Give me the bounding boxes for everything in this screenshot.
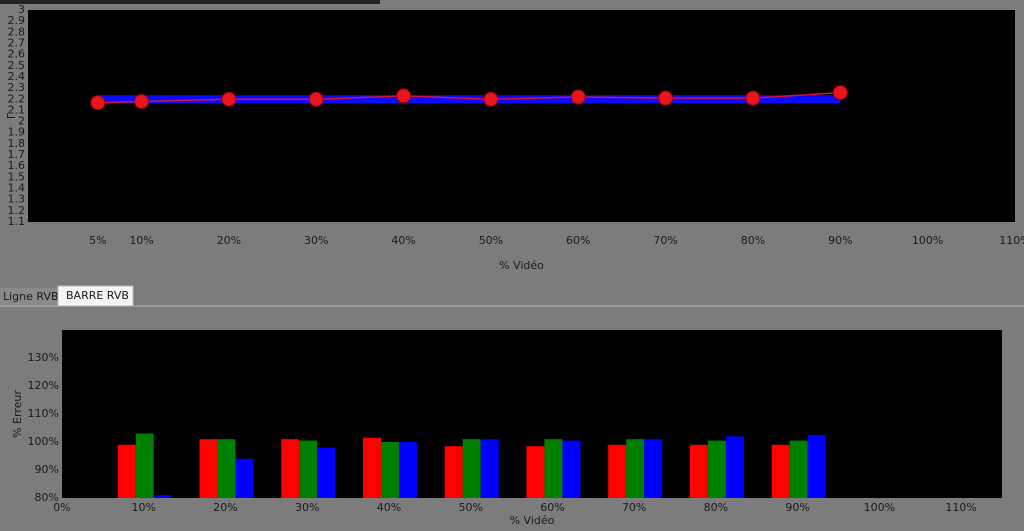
bar <box>235 458 254 498</box>
point <box>832 85 848 101</box>
x-tick-label: 80% <box>704 501 728 514</box>
y-axis-label: % Erreur <box>11 390 24 438</box>
x-tick-label: 70% <box>622 501 646 514</box>
plot-area <box>28 10 1015 222</box>
x-tick-label: 90% <box>785 501 809 514</box>
x-tick-label: 110% <box>945 501 976 514</box>
y-tick-label: 100% <box>28 435 59 448</box>
x-tick-label: 90% <box>828 234 852 247</box>
x-tick-label: 50% <box>458 501 482 514</box>
tab-label[interactable]: BARRE RVB <box>66 289 129 302</box>
point <box>570 89 586 105</box>
y-axis-label: Γ <box>5 112 18 119</box>
y-tick-label: 1.2 <box>8 204 26 217</box>
y-tick-label: 1.4 <box>8 182 26 195</box>
bar <box>544 439 563 498</box>
bar <box>117 444 136 498</box>
bar <box>789 440 808 498</box>
y-tick-label: 2.8 <box>8 25 26 38</box>
x-tick-label: 40% <box>391 234 415 247</box>
bar <box>317 447 336 498</box>
bar <box>807 435 826 498</box>
bar <box>281 439 300 498</box>
y-tick-label: 2.7 <box>8 36 26 49</box>
y-tick-label: 1.7 <box>8 148 26 161</box>
bar <box>299 440 318 498</box>
point <box>483 91 499 107</box>
y-tick-label: 1.8 <box>8 137 26 150</box>
bar <box>462 439 481 498</box>
bar <box>707 440 726 498</box>
y-tick-label: 130% <box>28 351 59 364</box>
y-tick-label: 90% <box>35 463 59 476</box>
bar <box>199 439 218 498</box>
bar <box>771 444 790 498</box>
bar <box>725 436 744 498</box>
y-tick-label: 80% <box>35 491 59 504</box>
y-tick-label: 2.9 <box>8 14 26 27</box>
y-tick-label: 2.6 <box>8 48 26 61</box>
series-line <box>97 91 841 104</box>
y-tick-label: 110% <box>28 407 59 420</box>
x-tick-label: 30% <box>304 234 328 247</box>
bar <box>689 444 708 498</box>
bar <box>135 433 154 498</box>
x-tick-label: 100% <box>864 501 895 514</box>
x-tick-label: 70% <box>653 234 677 247</box>
tab-label[interactable]: Ligne RVB <box>3 290 59 303</box>
y-tick-label: 2.3 <box>8 81 26 94</box>
top-strip <box>0 0 380 4</box>
point <box>134 93 150 109</box>
bar <box>153 495 172 498</box>
point <box>396 88 412 104</box>
x-tick-label: 100% <box>912 234 943 247</box>
bar <box>562 440 581 498</box>
x-tick-label: 80% <box>741 234 765 247</box>
x-tick-label: 20% <box>213 501 237 514</box>
point <box>745 90 761 106</box>
y-tick-label: 120% <box>28 379 59 392</box>
point <box>308 91 324 107</box>
bar <box>444 446 463 498</box>
bar <box>626 439 645 498</box>
x-tick-label: 60% <box>540 501 564 514</box>
x-tick-label: 10% <box>132 501 156 514</box>
bar <box>380 442 399 498</box>
y-tick-label: 2.2 <box>8 92 26 105</box>
x-tick-label: 50% <box>479 234 503 247</box>
x-tick-label: 0% <box>53 501 70 514</box>
x-axis-label: % Vidéo <box>510 514 555 527</box>
bar <box>362 437 381 498</box>
bar <box>644 439 663 498</box>
y-tick-label: 2 <box>18 115 25 128</box>
bar <box>398 442 417 498</box>
point <box>90 95 106 111</box>
x-tick-label: 110% <box>999 234 1024 247</box>
x-tick-label: 20% <box>217 234 241 247</box>
x-tick-label: 10% <box>129 234 153 247</box>
x-tick-label: 60% <box>566 234 590 247</box>
bar <box>217 439 236 498</box>
bar <box>526 446 545 498</box>
y-tick-label: 1.3 <box>8 193 26 206</box>
x-axis-label: % Vidéo <box>499 259 544 272</box>
bar <box>480 439 499 498</box>
y-tick-label: 2.1 <box>8 103 26 116</box>
bar <box>608 444 627 498</box>
y-tick-label: 1.9 <box>8 126 26 139</box>
x-tick-label: 5% <box>89 234 106 247</box>
point <box>221 91 237 107</box>
y-tick-label: 1.6 <box>8 159 26 172</box>
x-tick-label: 30% <box>295 501 319 514</box>
y-tick-label: 2.4 <box>8 70 26 83</box>
y-tick-label: 2.5 <box>8 59 26 72</box>
y-tick-label: 1.1 <box>8 215 26 228</box>
y-tick-label: 1.5 <box>8 170 26 183</box>
tab[interactable] <box>0 288 58 306</box>
y-tick-label: 3 <box>18 3 25 16</box>
x-tick-label: 40% <box>377 501 401 514</box>
point <box>658 90 674 106</box>
